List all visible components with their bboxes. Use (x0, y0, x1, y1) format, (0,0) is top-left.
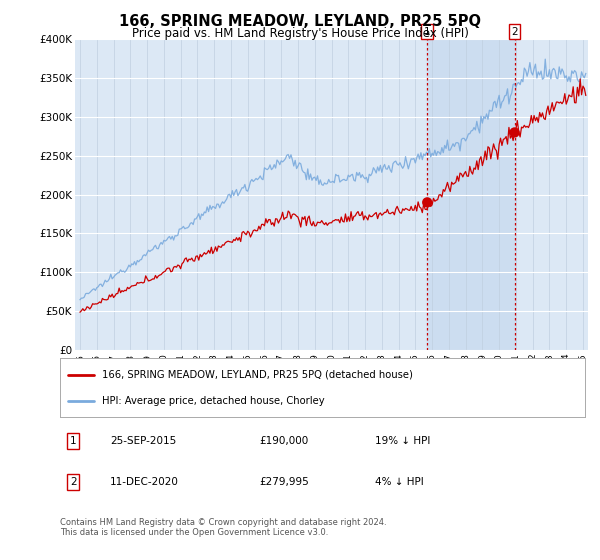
Text: 1: 1 (424, 27, 431, 37)
Text: 1: 1 (70, 436, 76, 446)
Text: 19% ↓ HPI: 19% ↓ HPI (375, 436, 430, 446)
Text: 166, SPRING MEADOW, LEYLAND, PR25 5PQ: 166, SPRING MEADOW, LEYLAND, PR25 5PQ (119, 14, 481, 29)
Text: 11-DEC-2020: 11-DEC-2020 (110, 477, 179, 487)
Text: Contains HM Land Registry data © Crown copyright and database right 2024.
This d: Contains HM Land Registry data © Crown c… (60, 518, 386, 538)
Point (510, 128, 520, 137)
Text: £279,995: £279,995 (260, 477, 309, 487)
Point (422, 198, 432, 207)
Text: 4% ↓ HPI: 4% ↓ HPI (375, 477, 424, 487)
Text: HPI: Average price, detached house, Chorley: HPI: Average price, detached house, Chor… (102, 396, 325, 407)
Text: 2: 2 (70, 477, 76, 487)
Text: Price paid vs. HM Land Registry's House Price Index (HPI): Price paid vs. HM Land Registry's House … (131, 27, 469, 40)
Bar (427, 39, 515, 350)
Text: 25-SEP-2015: 25-SEP-2015 (110, 436, 176, 446)
Text: £190,000: £190,000 (260, 436, 309, 446)
Text: 166, SPRING MEADOW, LEYLAND, PR25 5PQ (detached house): 166, SPRING MEADOW, LEYLAND, PR25 5PQ (d… (102, 370, 413, 380)
Text: 2: 2 (511, 27, 518, 37)
